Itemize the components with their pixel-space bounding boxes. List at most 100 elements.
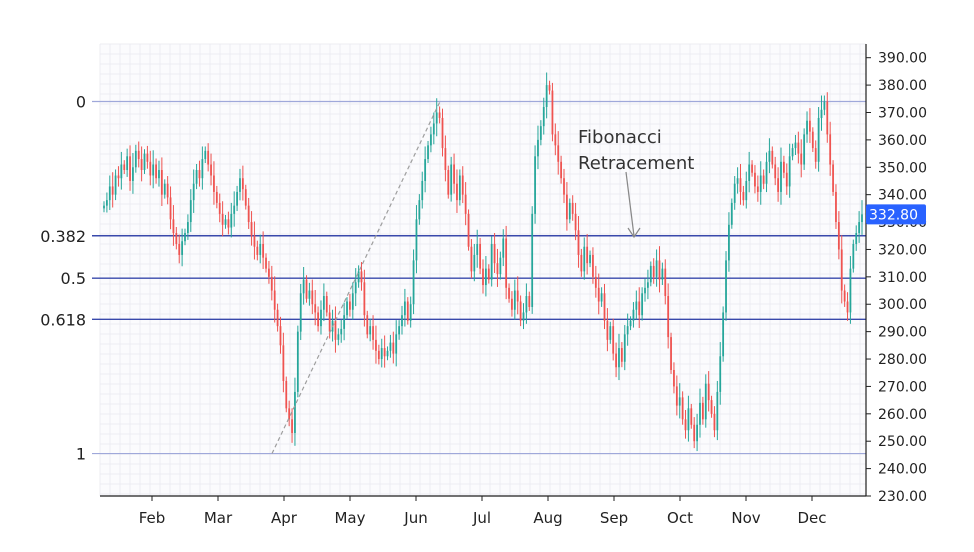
x-tick-label: Feb [139, 509, 166, 527]
candle-body [201, 159, 204, 179]
candle-body [563, 178, 565, 195]
candle-body [635, 301, 638, 310]
candle-body [453, 164, 455, 184]
candle-body [424, 159, 427, 181]
candle-body [320, 309, 322, 327]
candle-body [146, 153, 149, 162]
candle-body [519, 301, 522, 321]
candle-body [137, 150, 140, 160]
candle-body [531, 213, 534, 307]
last-price-tag-bg [866, 204, 926, 225]
candle-body [840, 249, 843, 291]
candle-body [502, 238, 505, 258]
candle-body [690, 408, 693, 425]
candle-body [328, 312, 331, 332]
y-tick-label: 240.00 [878, 462, 927, 478]
candle-body [163, 183, 166, 195]
candle-body [259, 243, 262, 255]
candle-body [597, 287, 600, 302]
candle-body [363, 282, 366, 316]
fib-level-label: 0 [76, 93, 86, 112]
candle-body [785, 172, 788, 187]
trend-line [271, 101, 441, 454]
x-tick-label: Mar [204, 509, 233, 527]
candle-body [826, 101, 829, 135]
candle-body [430, 134, 432, 146]
candle-body [349, 301, 351, 310]
candle-body [117, 175, 120, 179]
candle-body [612, 326, 615, 354]
candle-body [577, 230, 580, 255]
candle-body [467, 213, 470, 247]
candle-body [539, 126, 542, 140]
candle-body [806, 120, 808, 135]
candle-body [684, 419, 687, 431]
candle-body [560, 161, 563, 179]
candle-body [279, 326, 282, 346]
candles [103, 72, 863, 452]
candle-body [618, 348, 620, 368]
candle-body [782, 161, 785, 173]
candle-body [123, 164, 126, 171]
candle-body [522, 312, 525, 321]
candle-body [366, 315, 369, 335]
candle-body [852, 243, 855, 269]
candle-body [803, 134, 806, 165]
candle-body [771, 150, 774, 165]
candle-body [687, 408, 690, 431]
candle-body [175, 233, 178, 244]
candle-body [649, 265, 652, 283]
candle-body [268, 268, 270, 277]
candle-body [111, 186, 114, 195]
y-tick-label: 300.00 [878, 297, 927, 313]
candle-body [730, 202, 733, 225]
candle-body [487, 268, 490, 280]
candle-body [699, 402, 701, 425]
candle-body [409, 304, 412, 321]
x-tick-label: May [334, 509, 365, 527]
candle-body [817, 117, 820, 162]
candle-body [655, 260, 658, 277]
candle-body [187, 222, 189, 234]
candle-body [311, 290, 314, 305]
candle-body [114, 175, 117, 195]
candle-body [476, 243, 479, 255]
candle-body [152, 164, 155, 176]
candle-body [456, 183, 458, 201]
y-tick-label: 350.00 [878, 160, 927, 176]
candle-body [583, 246, 586, 272]
candle-body [696, 424, 698, 442]
candle-body [204, 150, 207, 160]
candle-body [230, 213, 233, 228]
candle-body [710, 400, 713, 414]
candle-body [632, 309, 635, 321]
candle-body [198, 170, 201, 179]
candle-body [739, 178, 742, 192]
candle-body [623, 334, 626, 362]
candle-body [103, 205, 105, 209]
candle-body [592, 254, 594, 277]
x-tick-label: Dec [797, 509, 826, 527]
candle-body [745, 180, 748, 201]
y-tick-label: 270.00 [878, 379, 927, 395]
candle-body [276, 309, 279, 327]
candle-body [800, 153, 803, 165]
candle-body [357, 271, 360, 283]
candle-body [554, 134, 557, 146]
candle-body [861, 214, 863, 223]
candle-body [461, 175, 464, 195]
candle-body [791, 148, 794, 157]
candle-body [172, 219, 175, 234]
annotation-line2: Retracement [578, 153, 694, 174]
candle-body [224, 219, 227, 225]
candle-body [493, 243, 496, 264]
candle-body [470, 246, 473, 272]
candle-body [317, 312, 319, 327]
y-ticks: 230.00 240.00 250.00 260.00 270.00 280.00 290.… [866, 51, 927, 505]
candle-body [667, 296, 670, 338]
candle-body [508, 287, 510, 299]
candle-body [346, 301, 348, 316]
candle-body [195, 170, 198, 184]
candle-body [479, 243, 482, 269]
candle-body [751, 164, 753, 173]
